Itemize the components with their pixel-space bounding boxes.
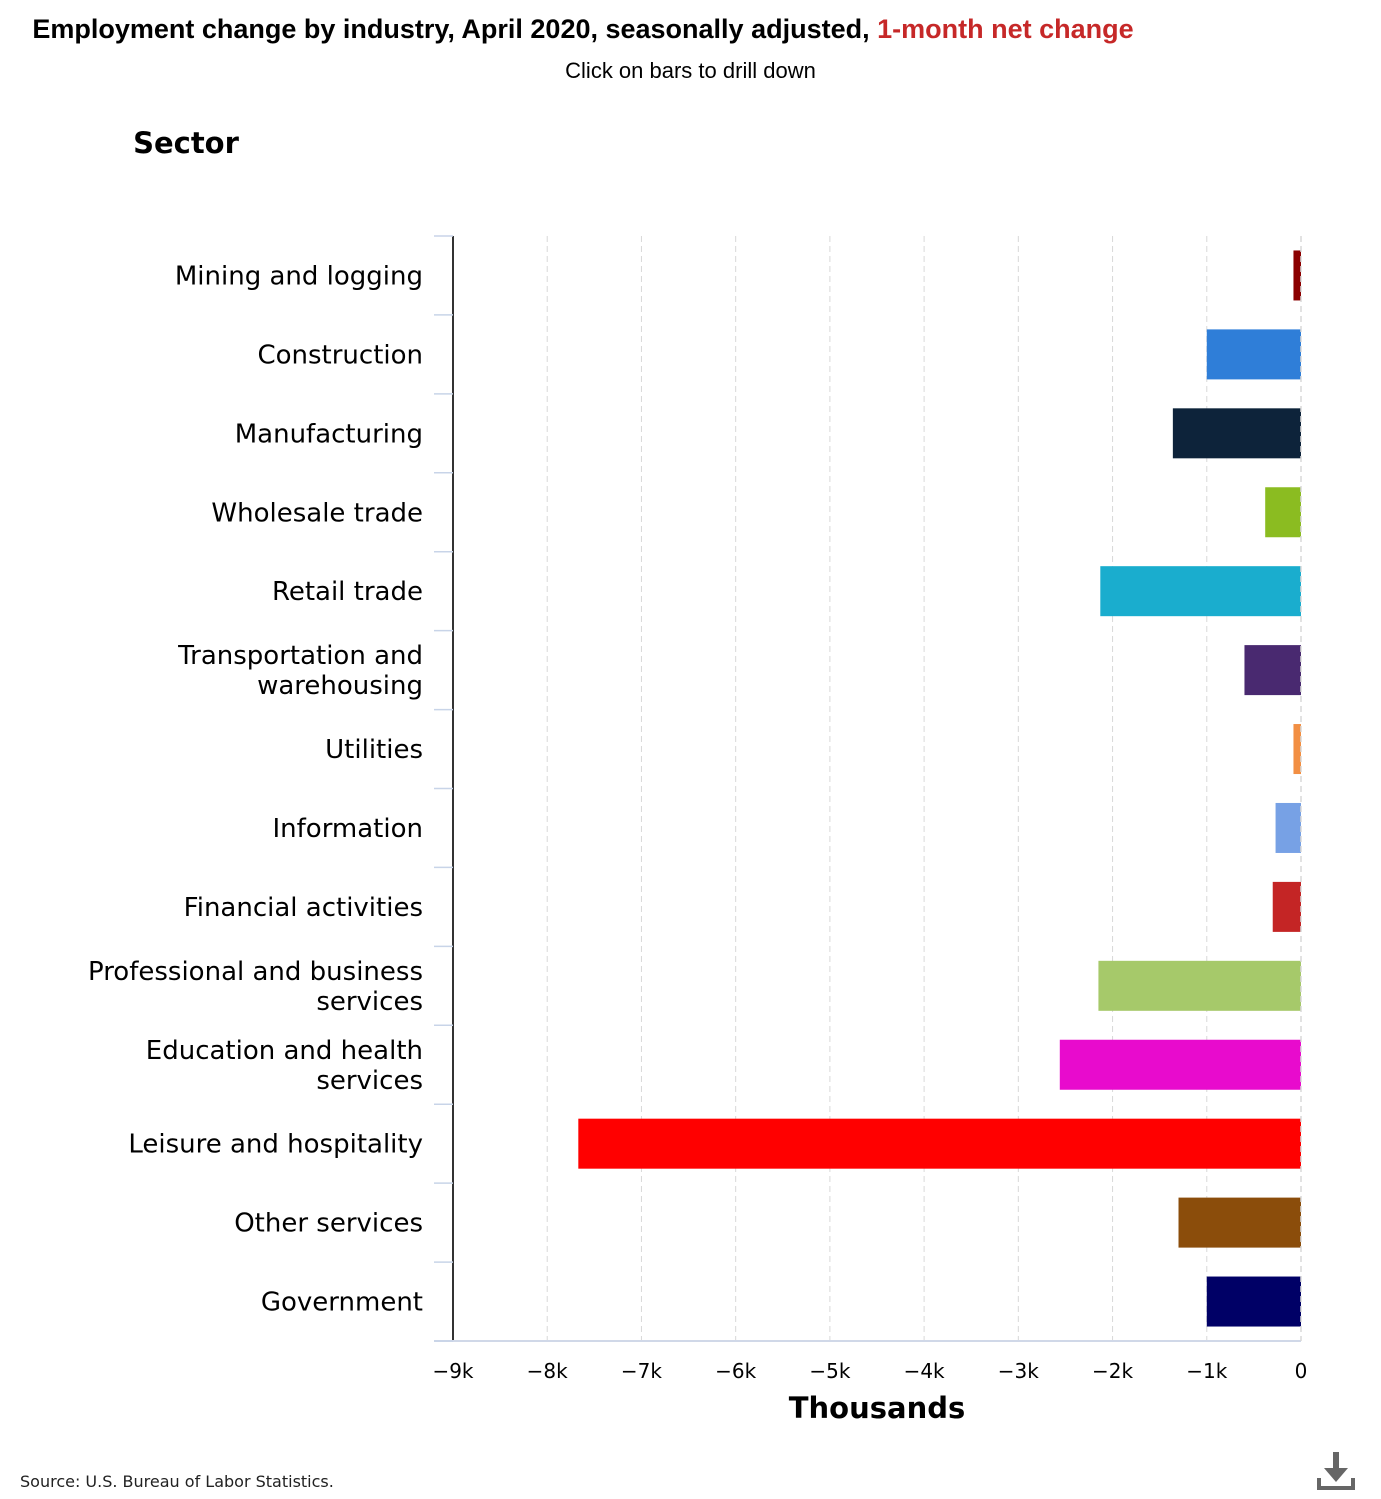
- bar[interactable]: [1275, 802, 1301, 853]
- category-labels: Mining and logging Construction Manufactur…: [88, 261, 423, 1317]
- category-label: Construction: [257, 340, 423, 370]
- category-label: warehousing: [257, 671, 423, 701]
- bar[interactable]: [1293, 724, 1301, 775]
- bar[interactable]: [1265, 487, 1301, 538]
- category-label: Wholesale trade: [211, 498, 423, 528]
- bar[interactable]: [1272, 881, 1301, 932]
- tick-label: −6k: [715, 1359, 756, 1383]
- category-label: Financial activities: [184, 893, 423, 923]
- y-axis-title: Sector: [133, 126, 240, 160]
- bars: [578, 250, 1301, 1327]
- bar[interactable]: [1059, 1039, 1301, 1090]
- bar[interactable]: [1100, 566, 1301, 617]
- category-label: Transportation and: [177, 641, 423, 671]
- axes: [434, 235, 1302, 1342]
- chart-title-accent: 1-month net change: [877, 14, 1134, 44]
- category-label: Mining and logging: [175, 261, 423, 291]
- category-label: services: [316, 1066, 423, 1096]
- bar[interactable]: [578, 1118, 1301, 1169]
- category-label: Leisure and hospitality: [128, 1130, 423, 1160]
- bar[interactable]: [1293, 250, 1301, 301]
- bar[interactable]: [1206, 1276, 1301, 1327]
- tick-label: −5k: [809, 1359, 850, 1383]
- tick-label: −1k: [1186, 1359, 1227, 1383]
- bar[interactable]: [1178, 1197, 1301, 1248]
- download-button[interactable]: [1314, 1452, 1358, 1494]
- category-label: services: [316, 987, 423, 1017]
- chart-title-main: Employment change by industry, April 202…: [32, 14, 870, 44]
- x-axis-title: Thousands: [789, 1391, 966, 1425]
- bar[interactable]: [1172, 408, 1301, 459]
- bar[interactable]: [1244, 645, 1301, 696]
- category-label: Information: [272, 814, 423, 844]
- tick-label: −3k: [998, 1359, 1039, 1383]
- grid-lines: [546, 236, 1208, 1341]
- category-label: Other services: [234, 1209, 423, 1239]
- category-label: Manufacturing: [235, 419, 423, 449]
- tick-label: 0: [1295, 1359, 1308, 1383]
- bar[interactable]: [1098, 960, 1301, 1011]
- x-tick-labels: −9k −8k −7k −6k −5k −4k −3k −2k −1k 0: [432, 1359, 1307, 1383]
- category-label: Professional and business: [88, 957, 423, 987]
- chart-subtitle: Click on bars to drill down: [565, 58, 816, 83]
- category-label: Retail trade: [272, 577, 423, 607]
- source-note: Source: U.S. Bureau of Labor Statistics.: [20, 1472, 334, 1491]
- bar[interactable]: [1206, 329, 1301, 380]
- chart-title: Employment change by industry, April 202…: [0, 14, 1166, 45]
- tick-label: −7k: [621, 1359, 662, 1383]
- tick-label: −2k: [1092, 1359, 1133, 1383]
- tick-label: −8k: [527, 1359, 568, 1383]
- category-label: Utilities: [325, 735, 423, 765]
- tick-label: −4k: [904, 1359, 945, 1383]
- tick-label: −9k: [432, 1359, 473, 1383]
- download-icon: [1317, 1452, 1355, 1490]
- category-label: Government: [261, 1288, 423, 1318]
- category-label: Education and health: [146, 1036, 423, 1066]
